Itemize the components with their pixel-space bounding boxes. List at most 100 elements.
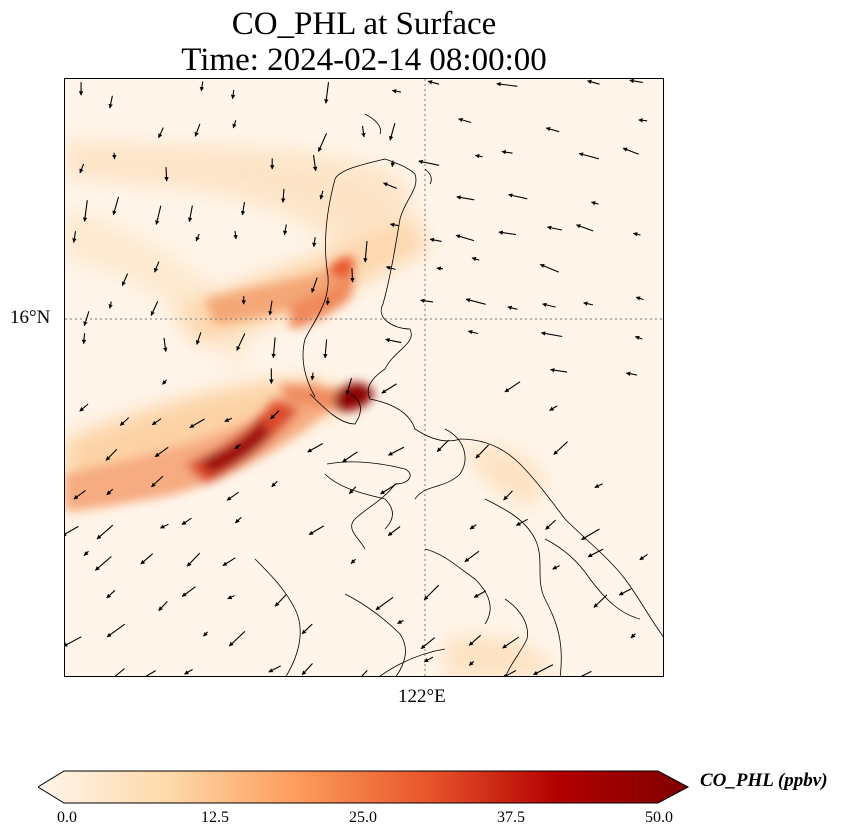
wind-arrow	[397, 619, 404, 624]
wind-arrow	[311, 277, 318, 293]
wind-arrow	[319, 190, 324, 200]
wind-arrow	[79, 163, 85, 174]
wind-arrow	[140, 553, 154, 565]
wind-arrow	[381, 383, 397, 394]
wind-arrow	[389, 222, 399, 228]
longitude-tick-label: 122°E	[398, 686, 446, 707]
wind-arrow	[301, 663, 313, 676]
wind-arrow	[383, 182, 397, 189]
colorbar-label: CO_PHL (ppbv)	[700, 770, 828, 791]
wind-arrow	[546, 225, 563, 231]
wind-arrow	[540, 331, 563, 338]
wind-arrow	[549, 405, 558, 411]
coastlines	[254, 113, 663, 676]
wind-arrow	[465, 298, 486, 305]
wind-arrow	[106, 623, 126, 638]
wind-arrow	[233, 230, 238, 240]
wind-arrow	[95, 556, 112, 571]
wind-arrow	[312, 237, 317, 248]
wind-arrow	[516, 518, 528, 526]
colorbar-tick-label: 37.5	[497, 809, 525, 826]
wind-arrow	[310, 372, 315, 381]
wind-arrow	[427, 80, 440, 85]
wind-arrow	[184, 668, 193, 675]
wind-arrow	[350, 558, 356, 564]
wind-arrow	[578, 152, 600, 160]
colorbar	[38, 770, 690, 804]
map-panel	[64, 78, 664, 677]
wind-arrow	[187, 205, 193, 223]
wind-arrow	[105, 448, 118, 461]
wind-arrow	[501, 149, 513, 155]
wind-vectors	[65, 79, 648, 676]
wind-arrow	[189, 418, 205, 429]
latitude-tick-label: 16°N	[10, 307, 51, 328]
wind-arrow	[630, 633, 636, 639]
wind-arrow	[632, 232, 641, 237]
wind-arrow	[234, 444, 241, 450]
wind-arrow	[203, 631, 209, 637]
wind-arrow	[622, 147, 639, 155]
wind-arrow	[387, 525, 401, 537]
wind-arrow	[224, 417, 233, 422]
wind-arrow	[307, 443, 324, 453]
wind-arrow	[271, 480, 278, 488]
wind-arrow	[539, 263, 560, 273]
wind-arrow	[72, 231, 77, 243]
wind-arrow	[79, 403, 89, 412]
wind-arrow	[634, 335, 643, 340]
wind-arrow	[227, 595, 235, 600]
wind-arrow	[581, 528, 600, 541]
wind-arrow	[420, 298, 434, 303]
wind-arrow	[575, 224, 594, 232]
wind-arrow	[325, 297, 330, 306]
wind-arrow	[590, 201, 599, 206]
title-line-2: Time: 2024-02-14 08:00:00	[181, 42, 547, 78]
wind-arrow	[375, 596, 394, 611]
wind-arrow	[348, 486, 357, 495]
wind-arrow	[423, 656, 434, 663]
wind-arrow	[301, 623, 313, 635]
wind-arrow	[638, 118, 648, 123]
wind-arrow	[274, 594, 287, 607]
wind-arrow	[545, 126, 560, 133]
wind-arrow	[508, 193, 528, 200]
wind-arrow	[154, 446, 169, 458]
wind-arrow	[380, 482, 398, 495]
wind-arrow	[81, 333, 87, 345]
wind-arrow	[342, 451, 358, 463]
colorbar-tick-label: 50.0	[645, 809, 673, 826]
wind-arrow	[423, 584, 440, 601]
wind-arrow	[385, 265, 396, 271]
wind-arrow	[594, 483, 603, 489]
wind-arrow	[283, 224, 288, 236]
colorbar-tick-label: 12.5	[201, 809, 229, 826]
wind-arrow	[464, 550, 480, 563]
wind-arrow	[121, 273, 129, 287]
wind-arrow	[471, 256, 480, 262]
wind-arrow	[317, 133, 328, 152]
wind-arrow	[361, 125, 366, 138]
map-canvas	[65, 79, 663, 676]
wind-arrow	[502, 636, 520, 649]
wind-arrow	[436, 439, 449, 452]
wind-arrow	[533, 664, 554, 676]
wind-arrow	[82, 200, 88, 222]
wind-arrow	[186, 552, 201, 567]
wind-arrow	[350, 268, 355, 283]
wind-arrow	[639, 553, 648, 561]
wind-arrow	[389, 122, 396, 141]
wind-arrow	[181, 517, 192, 526]
wind-arrow	[308, 525, 325, 536]
wind-arrow	[507, 305, 518, 310]
wind-arrow	[65, 636, 82, 647]
wind-arrow	[455, 234, 475, 242]
wind-arrow	[228, 630, 246, 647]
wind-arrow	[154, 261, 160, 273]
wind-arrow	[593, 594, 608, 608]
wind-arrow	[456, 195, 475, 201]
wind-arrow	[230, 90, 236, 100]
wind-arrow	[195, 332, 202, 345]
wind-arrow	[583, 301, 594, 306]
wind-arrow	[545, 519, 556, 530]
